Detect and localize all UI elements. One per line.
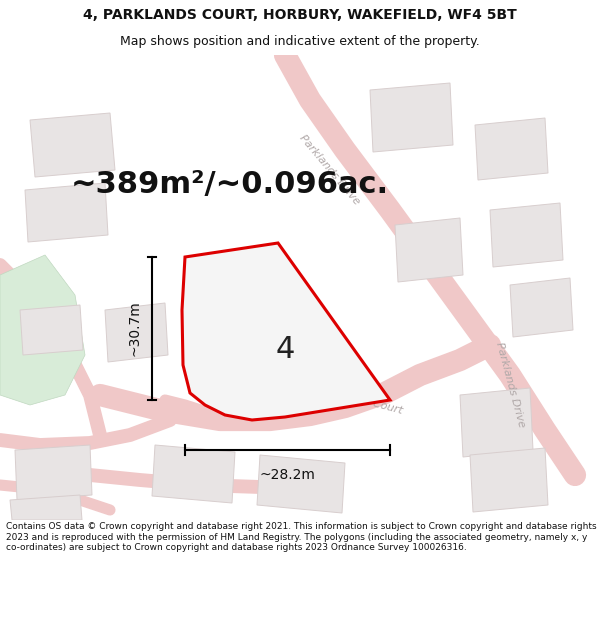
- Polygon shape: [105, 303, 168, 362]
- Polygon shape: [152, 445, 235, 503]
- Text: ~28.2m: ~28.2m: [260, 468, 316, 482]
- Text: 4: 4: [275, 336, 295, 364]
- Polygon shape: [30, 113, 115, 177]
- Text: Map shows position and indicative extent of the property.: Map shows position and indicative extent…: [120, 35, 480, 48]
- Text: Parklands Court: Parklands Court: [316, 384, 404, 416]
- Polygon shape: [0, 255, 85, 405]
- Polygon shape: [470, 448, 548, 512]
- Text: Parklands Drive: Parklands Drive: [298, 133, 362, 207]
- Polygon shape: [490, 203, 563, 267]
- Polygon shape: [395, 218, 463, 282]
- Polygon shape: [10, 495, 82, 520]
- Polygon shape: [15, 445, 92, 500]
- Text: Contains OS data © Crown copyright and database right 2021. This information is : Contains OS data © Crown copyright and d…: [6, 522, 596, 552]
- Text: ~389m²/~0.096ac.: ~389m²/~0.096ac.: [71, 171, 389, 199]
- Polygon shape: [510, 278, 573, 337]
- Polygon shape: [257, 455, 345, 513]
- Text: Parklands Drive: Parklands Drive: [494, 341, 526, 429]
- Polygon shape: [182, 243, 390, 420]
- Polygon shape: [460, 388, 533, 457]
- Polygon shape: [20, 305, 83, 355]
- Polygon shape: [25, 183, 108, 242]
- Text: ~30.7m: ~30.7m: [127, 301, 141, 356]
- Text: 4, PARKLANDS COURT, HORBURY, WAKEFIELD, WF4 5BT: 4, PARKLANDS COURT, HORBURY, WAKEFIELD, …: [83, 8, 517, 22]
- Polygon shape: [370, 83, 453, 152]
- Polygon shape: [475, 118, 548, 180]
